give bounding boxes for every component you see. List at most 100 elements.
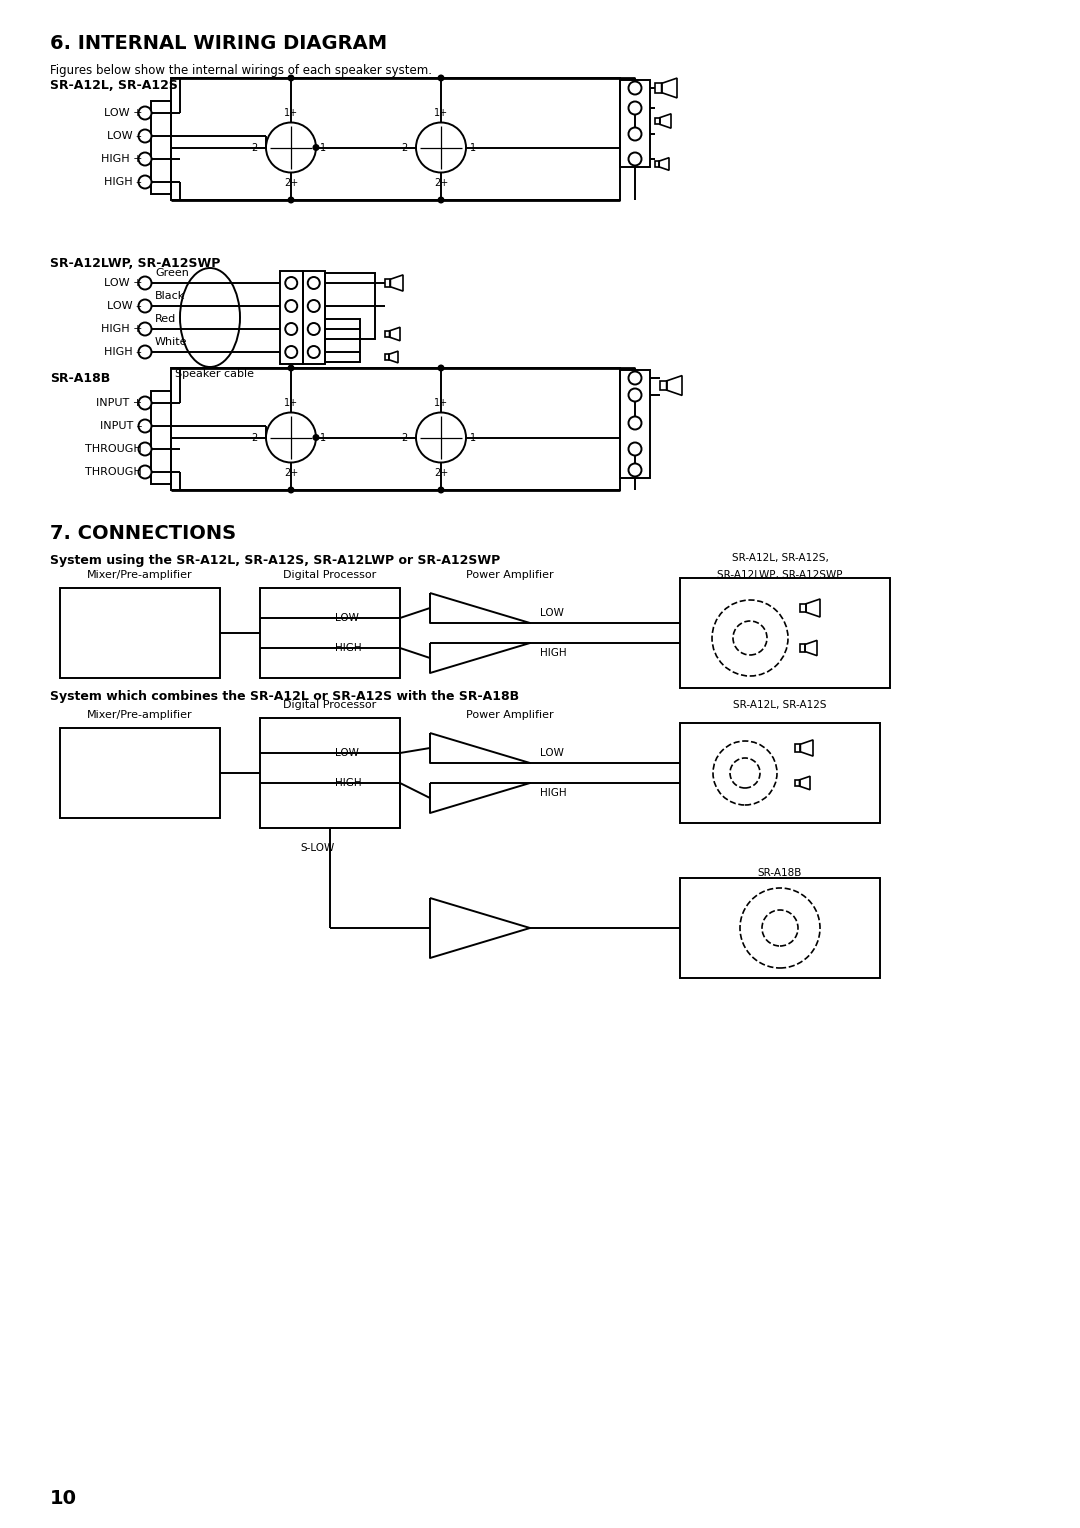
Bar bbox=[325, 274, 375, 339]
Bar bbox=[680, 879, 880, 978]
Bar bbox=[795, 779, 799, 785]
Text: LOW –: LOW – bbox=[107, 131, 141, 141]
Circle shape bbox=[138, 277, 151, 289]
Circle shape bbox=[287, 365, 295, 371]
Text: LOW: LOW bbox=[540, 608, 564, 617]
Circle shape bbox=[287, 486, 295, 494]
Bar bbox=[280, 270, 302, 364]
Text: Figures below show the internal wirings of each speaker system.: Figures below show the internal wirings … bbox=[50, 64, 432, 76]
Bar bbox=[60, 727, 220, 817]
Circle shape bbox=[138, 466, 151, 478]
Bar bbox=[800, 604, 806, 613]
Bar bbox=[680, 723, 880, 824]
Text: THROUGH: THROUGH bbox=[85, 468, 141, 477]
Bar bbox=[171, 368, 620, 490]
Circle shape bbox=[285, 277, 297, 289]
Text: 1–: 1– bbox=[470, 432, 481, 443]
Text: Mixer/Pre-amplifier: Mixer/Pre-amplifier bbox=[87, 711, 193, 720]
Circle shape bbox=[416, 413, 465, 463]
Text: LOW: LOW bbox=[335, 613, 359, 623]
Text: HIGH +: HIGH + bbox=[100, 154, 141, 163]
Bar bbox=[325, 319, 360, 362]
Bar bbox=[620, 79, 650, 167]
Circle shape bbox=[308, 299, 320, 312]
Circle shape bbox=[437, 75, 445, 81]
Text: Black: Black bbox=[156, 290, 186, 301]
Text: White: White bbox=[156, 338, 188, 347]
Text: HIGH +: HIGH + bbox=[100, 324, 141, 335]
Bar bbox=[384, 332, 390, 338]
Circle shape bbox=[138, 130, 151, 142]
Bar bbox=[151, 101, 171, 194]
Circle shape bbox=[138, 176, 151, 188]
Text: HIGH: HIGH bbox=[335, 778, 362, 788]
Text: LOW +: LOW + bbox=[104, 108, 141, 118]
Text: S-LOW: S-LOW bbox=[300, 843, 334, 853]
Text: HIGH: HIGH bbox=[540, 648, 567, 659]
Circle shape bbox=[266, 122, 316, 173]
Text: Digital Processor: Digital Processor bbox=[283, 700, 377, 711]
Circle shape bbox=[138, 107, 151, 119]
Bar bbox=[795, 744, 800, 752]
Circle shape bbox=[312, 434, 320, 442]
Circle shape bbox=[138, 443, 151, 455]
Circle shape bbox=[629, 153, 642, 165]
Text: LOW: LOW bbox=[540, 749, 564, 758]
Circle shape bbox=[312, 144, 320, 151]
Text: INPUT +: INPUT + bbox=[96, 397, 141, 408]
Text: Green: Green bbox=[156, 267, 189, 278]
Circle shape bbox=[266, 413, 316, 463]
Text: 1–: 1– bbox=[320, 432, 330, 443]
Text: System which combines the SR-A12L or SR-A12S with the SR-A18B: System which combines the SR-A12L or SR-… bbox=[50, 689, 519, 703]
Text: 1–: 1– bbox=[470, 142, 481, 153]
Circle shape bbox=[138, 345, 151, 359]
Circle shape bbox=[629, 371, 642, 385]
Text: 2+: 2+ bbox=[284, 177, 298, 188]
Circle shape bbox=[629, 443, 642, 455]
Circle shape bbox=[629, 81, 642, 95]
Text: 10: 10 bbox=[50, 1488, 77, 1508]
Text: THROUGH: THROUGH bbox=[85, 445, 141, 454]
Bar bbox=[384, 354, 389, 359]
Text: Power Amplifier: Power Amplifier bbox=[467, 711, 554, 720]
Text: INPUT –: INPUT – bbox=[99, 422, 141, 431]
Text: SR-A18B: SR-A18B bbox=[50, 371, 110, 385]
Text: Red: Red bbox=[156, 313, 176, 324]
Circle shape bbox=[308, 322, 320, 335]
Text: 2–: 2– bbox=[401, 142, 411, 153]
Text: 2–: 2– bbox=[401, 432, 411, 443]
Text: SR-A12L, SR-A12S,: SR-A12L, SR-A12S, bbox=[731, 553, 828, 562]
Text: HIGH –: HIGH – bbox=[105, 347, 141, 358]
Text: HIGH: HIGH bbox=[335, 643, 362, 652]
Circle shape bbox=[287, 75, 295, 81]
Circle shape bbox=[285, 299, 297, 312]
Circle shape bbox=[287, 197, 295, 203]
Circle shape bbox=[138, 322, 151, 336]
Text: 1+: 1+ bbox=[434, 107, 448, 118]
Text: SR-A12L, SR-A12S: SR-A12L, SR-A12S bbox=[733, 700, 827, 711]
Text: Mixer/Pre-amplifier: Mixer/Pre-amplifier bbox=[87, 570, 193, 581]
Circle shape bbox=[437, 486, 445, 494]
Circle shape bbox=[138, 396, 151, 410]
Text: 2+: 2+ bbox=[434, 468, 448, 478]
Circle shape bbox=[285, 322, 297, 335]
Text: 7. CONNECTIONS: 7. CONNECTIONS bbox=[50, 524, 237, 542]
Bar bbox=[260, 718, 400, 828]
Circle shape bbox=[629, 417, 642, 429]
Bar bbox=[260, 588, 400, 678]
Text: HIGH: HIGH bbox=[540, 788, 567, 798]
Text: 6. INTERNAL WIRING DIAGRAM: 6. INTERNAL WIRING DIAGRAM bbox=[50, 34, 387, 52]
Text: LOW –: LOW – bbox=[107, 301, 141, 312]
Circle shape bbox=[308, 277, 320, 289]
Circle shape bbox=[629, 463, 642, 477]
Circle shape bbox=[138, 420, 151, 432]
Bar bbox=[654, 84, 662, 93]
Bar bbox=[384, 280, 390, 287]
Text: 2–: 2– bbox=[251, 432, 262, 443]
Text: Digital Processor: Digital Processor bbox=[283, 570, 377, 581]
Bar bbox=[800, 645, 805, 651]
Text: SR-A18B: SR-A18B bbox=[758, 868, 802, 879]
Text: 2–: 2– bbox=[251, 142, 262, 153]
Circle shape bbox=[629, 101, 642, 115]
Text: 1+: 1+ bbox=[284, 107, 298, 118]
